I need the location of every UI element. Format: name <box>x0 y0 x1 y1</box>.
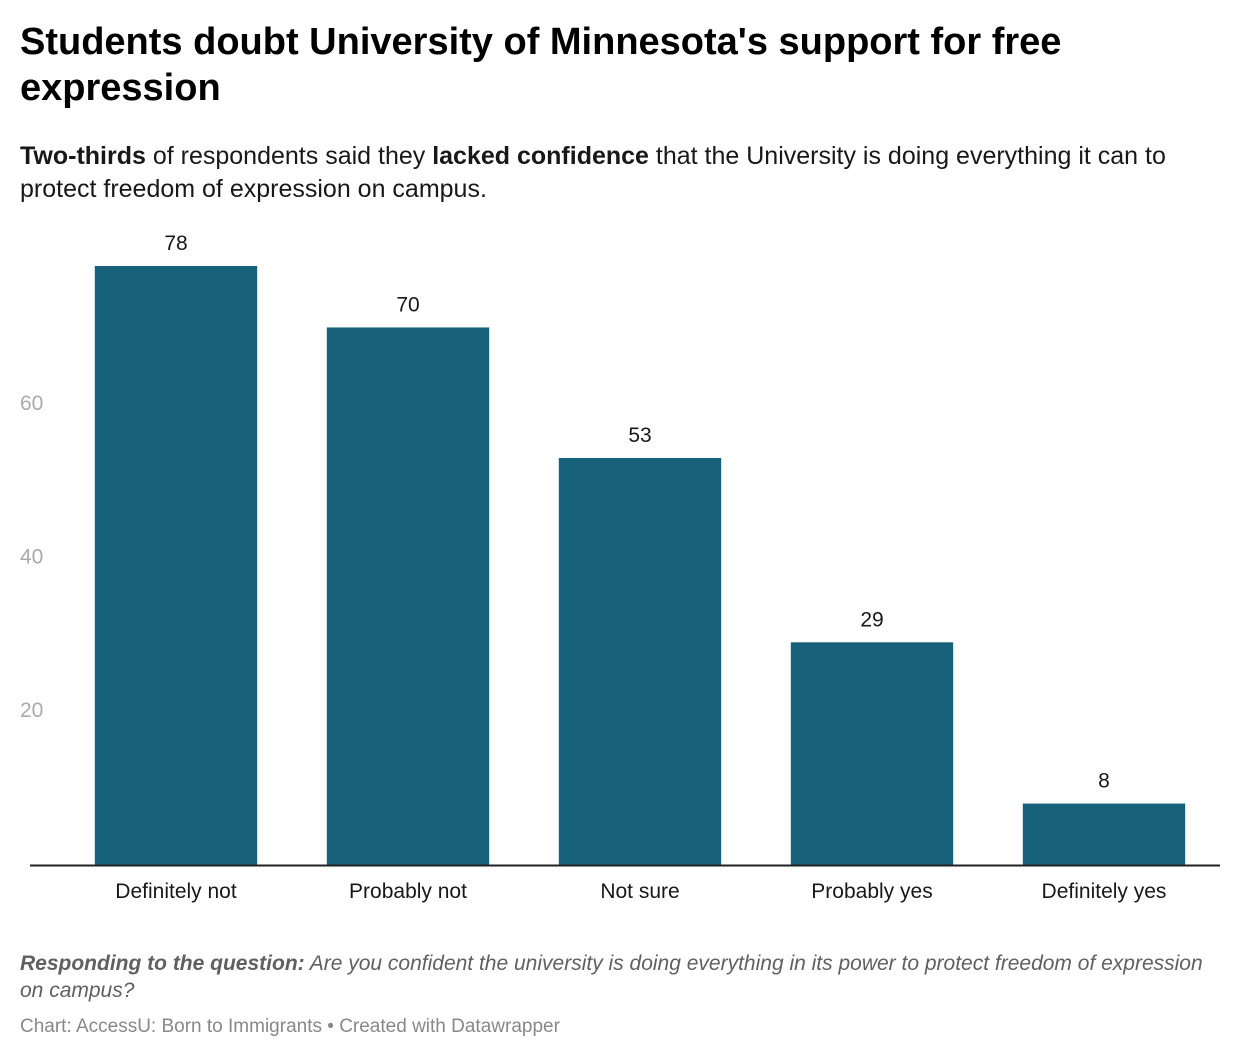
y-tick-label: 20 <box>20 699 43 722</box>
x-tick-label: Not sure <box>600 880 679 903</box>
bar-value-label: 70 <box>396 293 419 316</box>
x-axis: Definitely not Probably not Not sure Probab… <box>30 864 1220 903</box>
x-tick-label: Definitely yes <box>1042 880 1167 903</box>
bar <box>94 266 258 865</box>
chart-title: Students doubt University of Minnesota's… <box>20 21 1062 109</box>
bar <box>790 642 954 865</box>
subtitle-emphasis-lacked-confidence: lacked confidence <box>432 142 649 170</box>
bar-value-label: 8 <box>1098 770 1110 793</box>
bar-chart: 20 40 60 78 70 53 29 8 Definitely not Probably … <box>20 232 1220 903</box>
bar-value-label: 29 <box>860 608 883 631</box>
bars-group: 78 70 53 29 8 <box>94 232 1186 865</box>
x-tick-label: Probably yes <box>811 880 932 903</box>
bar <box>326 327 490 865</box>
question-note-label: Responding to the question: <box>20 952 305 975</box>
bar <box>558 457 722 865</box>
y-tick-label: 40 <box>20 545 43 568</box>
y-tick-label: 60 <box>20 392 43 415</box>
subtitle-emphasis-two-thirds: Two-thirds <box>20 142 146 170</box>
question-note: Responding to the question: Are you conf… <box>20 950 1220 1005</box>
x-tick-label: Probably not <box>349 880 467 903</box>
question-note-text: Are you confident the university is doin… <box>20 952 1203 1003</box>
chart-subtitle: Two-thirds of respondents said they lack… <box>20 140 1220 205</box>
bar-value-label: 78 <box>164 232 187 255</box>
x-tick-label: Definitely not <box>115 880 237 903</box>
bar <box>1022 803 1186 865</box>
chart-credit: Chart: AccessU: Born to Immigrants • Cre… <box>20 1016 560 1037</box>
bar-value-label: 53 <box>628 424 651 447</box>
subtitle-text-part2: that the University is doing everything … <box>20 142 1166 203</box>
subtitle-text-part1: of respondents said they <box>145 142 433 170</box>
y-axis: 20 40 60 <box>20 392 43 722</box>
